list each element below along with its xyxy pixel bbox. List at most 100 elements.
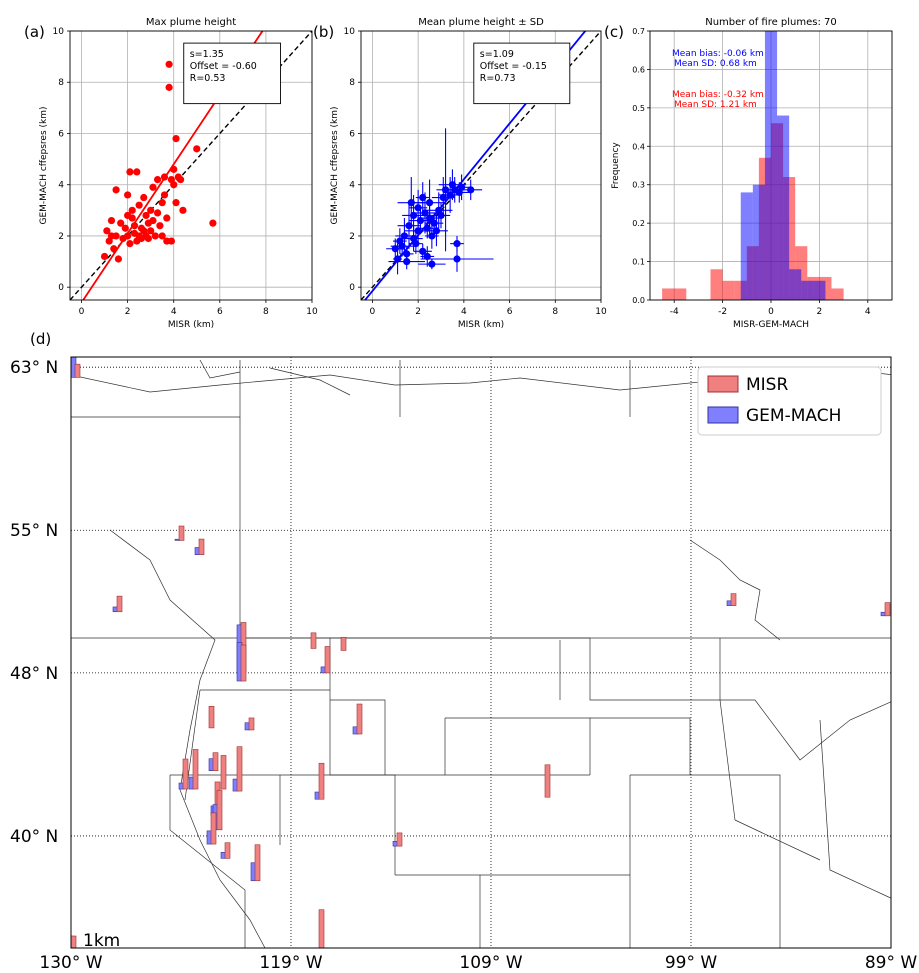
stats-line: Offset = -0.15	[480, 61, 547, 72]
misr-bar	[310, 632, 317, 649]
data-point	[467, 186, 475, 194]
misr-bar	[318, 762, 325, 800]
data-point	[209, 219, 217, 227]
stats-line: Offset = -0.60	[190, 61, 257, 72]
data-point	[423, 252, 431, 261]
legend-box	[697, 366, 882, 436]
misr-stats: Mean bias: -0.32 km	[672, 90, 764, 100]
misr-bar	[182, 758, 189, 790]
data-point	[151, 232, 159, 240]
data-point	[107, 216, 116, 225]
x-tick-label: 8	[263, 307, 269, 317]
y-tick-label: 0.6	[632, 65, 645, 74]
misr-bar	[220, 755, 227, 790]
data-point	[156, 222, 164, 230]
panel-title: Number of fire plumes: 70	[705, 17, 837, 28]
misr-bar	[356, 703, 363, 735]
data-point	[124, 232, 132, 240]
misr-bar	[224, 842, 231, 859]
x-tick-label: 6	[217, 307, 223, 317]
data-point	[393, 255, 402, 263]
data-point	[100, 252, 109, 261]
plot-area	[70, 31, 312, 300]
map-border	[444, 718, 590, 776]
histogram-bar-gem-mach	[801, 280, 814, 300]
data-point	[103, 227, 111, 235]
x-tick-label: 2	[817, 307, 823, 317]
y-tick-label: 10	[53, 27, 65, 37]
x-tick-label: 10	[595, 307, 607, 317]
stats-line: R=0.73	[480, 73, 516, 84]
axes-frame	[69, 30, 313, 301]
misr-bar	[884, 602, 891, 617]
x-tick-label: -4	[670, 307, 679, 317]
panel-c-histogram: -4 -2 0 2 4 0.0 0.1 0.2 0.3 0.4 0.5 0.6 0.7 Mean bias…	[604, 17, 893, 330]
data-point	[432, 227, 441, 235]
data-point	[179, 206, 187, 214]
panel-letter: (d)	[30, 330, 51, 348]
longitude-label: 130° W	[39, 953, 102, 973]
y-tick-label: 8	[349, 78, 355, 88]
data-point	[165, 60, 173, 68]
x-axis-label: MISR-GEM-MACH	[733, 320, 809, 330]
data-point	[133, 168, 141, 176]
data-point	[147, 227, 155, 235]
data-point	[425, 199, 434, 207]
map-border	[445, 717, 591, 775]
y-tick-label: 0.7	[632, 27, 645, 36]
data-point	[403, 257, 411, 266]
legend-label-misr: MISR	[746, 375, 788, 395]
data-point	[142, 211, 150, 220]
histogram-bar-gem-mach	[752, 184, 765, 300]
map-area	[71, 357, 891, 948]
data-point	[124, 211, 132, 220]
misr-bar	[544, 764, 551, 798]
misr-bar	[192, 749, 199, 790]
data-point	[158, 199, 166, 207]
data-point	[193, 145, 201, 153]
x-tick-label: 0	[768, 307, 774, 317]
data-point	[172, 135, 180, 143]
y-tick-label: 4	[58, 181, 64, 191]
x-tick-label: 0	[79, 307, 85, 317]
map-border	[329, 638, 445, 776]
misr-bar	[396, 832, 403, 847]
x-tick-label: 4	[865, 307, 871, 317]
misr-stats: Mean SD: 1.21 km	[674, 100, 757, 110]
gem-mach-stats: Mean SD: 0.68 km	[674, 59, 757, 69]
x-axis-label: MISR (km)	[168, 320, 214, 330]
data-point	[457, 183, 466, 191]
y-tick-label: 2	[58, 232, 64, 242]
panel-title: Mean plume height ± SD	[418, 17, 544, 28]
data-point	[177, 175, 185, 184]
data-point	[110, 245, 118, 253]
misr-bar	[240, 644, 247, 682]
data-point	[126, 168, 134, 176]
data-point	[153, 175, 162, 184]
map-border	[109, 529, 266, 948]
x-tick-label: 10	[306, 307, 318, 317]
x-tick-label: 8	[552, 307, 558, 317]
latitude-label: 40° N	[10, 827, 58, 847]
data-point	[149, 183, 157, 191]
gem-mach-bar	[71, 357, 77, 378]
map-border	[269, 367, 351, 396]
y-tick-label: 8	[58, 78, 64, 88]
data-point	[147, 206, 155, 214]
latitude-label: 63° N	[10, 358, 58, 378]
data-point	[428, 232, 436, 240]
data-point	[117, 219, 125, 227]
data-point	[149, 216, 157, 225]
y-tick-label: 0.0	[632, 296, 645, 305]
x-tick-label: 4	[171, 307, 177, 317]
x-tick-label: 2	[125, 307, 131, 317]
misr-bar	[212, 752, 219, 772]
map-frame	[70, 356, 892, 949]
x-tick-label: 0	[370, 307, 376, 317]
y-tick-label: 0	[349, 283, 355, 293]
data-point	[160, 173, 169, 181]
data-point	[453, 255, 461, 263]
map-border	[690, 774, 781, 948]
